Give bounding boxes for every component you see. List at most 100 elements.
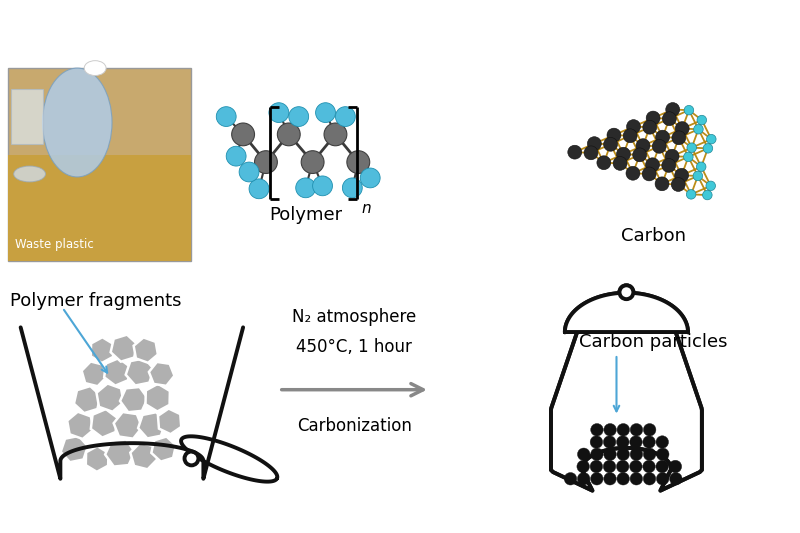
Circle shape (655, 177, 669, 191)
Circle shape (703, 143, 713, 153)
Circle shape (626, 119, 641, 133)
Circle shape (662, 158, 676, 172)
Circle shape (706, 181, 715, 191)
Polygon shape (104, 358, 130, 386)
Circle shape (590, 461, 602, 473)
Circle shape (324, 123, 347, 146)
Circle shape (590, 424, 603, 436)
Circle shape (626, 166, 640, 180)
Circle shape (603, 436, 616, 448)
Polygon shape (114, 412, 142, 439)
Polygon shape (134, 337, 158, 363)
Polygon shape (110, 335, 138, 362)
Polygon shape (565, 293, 688, 332)
Text: Carbon: Carbon (621, 228, 686, 245)
Circle shape (646, 158, 659, 172)
Circle shape (216, 107, 236, 126)
Circle shape (636, 139, 650, 152)
Circle shape (669, 461, 682, 473)
Circle shape (315, 103, 335, 123)
Circle shape (296, 178, 315, 198)
Circle shape (613, 157, 627, 171)
Circle shape (313, 176, 333, 196)
Circle shape (630, 448, 642, 461)
Polygon shape (105, 440, 134, 466)
Circle shape (360, 168, 380, 188)
Circle shape (656, 461, 669, 473)
Circle shape (671, 177, 686, 191)
Polygon shape (130, 443, 158, 470)
Circle shape (643, 473, 656, 485)
Circle shape (617, 147, 630, 161)
Circle shape (619, 285, 634, 299)
Circle shape (643, 424, 656, 436)
Circle shape (278, 123, 300, 146)
Polygon shape (126, 358, 154, 385)
Ellipse shape (42, 68, 112, 177)
Ellipse shape (14, 166, 46, 182)
Ellipse shape (84, 61, 106, 76)
Circle shape (578, 448, 590, 461)
Circle shape (630, 424, 642, 436)
Circle shape (335, 107, 355, 126)
Polygon shape (67, 411, 94, 439)
Circle shape (642, 167, 656, 181)
Circle shape (249, 179, 269, 199)
Text: 450°C, 1 hour: 450°C, 1 hour (296, 338, 412, 356)
Polygon shape (158, 408, 182, 434)
Text: n: n (362, 201, 371, 216)
Polygon shape (91, 409, 118, 438)
Circle shape (666, 102, 680, 116)
Polygon shape (181, 437, 278, 482)
Polygon shape (97, 383, 123, 412)
Circle shape (656, 436, 669, 448)
Circle shape (706, 134, 716, 144)
Polygon shape (74, 386, 101, 413)
Circle shape (607, 128, 621, 142)
Circle shape (617, 461, 629, 473)
Circle shape (617, 473, 630, 485)
Polygon shape (21, 327, 243, 479)
Circle shape (590, 436, 602, 448)
Circle shape (568, 145, 582, 159)
Circle shape (619, 285, 634, 299)
Circle shape (670, 473, 682, 485)
Polygon shape (82, 361, 106, 386)
Circle shape (564, 473, 577, 485)
Polygon shape (565, 293, 688, 332)
Circle shape (617, 436, 629, 448)
Circle shape (617, 448, 630, 461)
Circle shape (185, 451, 198, 465)
Circle shape (643, 436, 655, 448)
Circle shape (254, 151, 278, 173)
Circle shape (652, 140, 666, 154)
Circle shape (630, 461, 642, 473)
Circle shape (232, 123, 254, 146)
Circle shape (675, 122, 689, 135)
Text: Polymer: Polymer (269, 206, 342, 224)
Polygon shape (61, 436, 88, 462)
Text: Waste plastic: Waste plastic (14, 238, 94, 251)
Polygon shape (120, 387, 148, 412)
Circle shape (584, 146, 598, 160)
Circle shape (347, 151, 370, 173)
Circle shape (697, 162, 706, 172)
Circle shape (674, 168, 689, 182)
Circle shape (604, 138, 618, 151)
Circle shape (590, 473, 603, 485)
Circle shape (687, 143, 697, 152)
Polygon shape (146, 384, 170, 411)
Circle shape (603, 461, 616, 473)
Circle shape (697, 115, 706, 125)
Circle shape (617, 424, 630, 436)
Polygon shape (551, 327, 702, 491)
Circle shape (662, 112, 676, 126)
Circle shape (342, 178, 362, 198)
Circle shape (665, 149, 679, 163)
Circle shape (239, 162, 259, 182)
Polygon shape (90, 337, 114, 363)
Circle shape (643, 448, 656, 461)
Polygon shape (138, 412, 166, 439)
Circle shape (630, 436, 642, 448)
Circle shape (702, 190, 712, 200)
